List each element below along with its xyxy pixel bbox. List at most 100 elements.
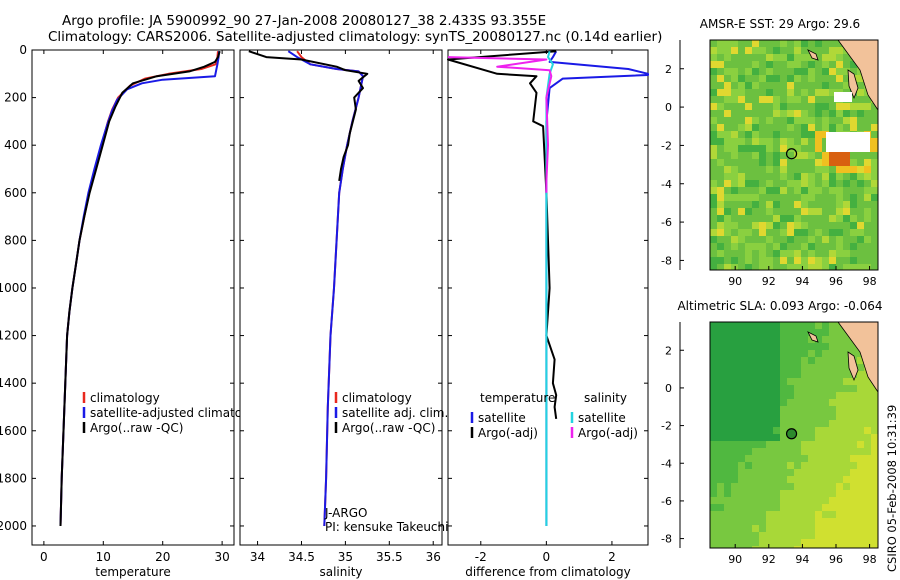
map-cell <box>787 222 794 229</box>
map-cell <box>717 434 724 441</box>
map-cell <box>808 82 815 89</box>
map-cell <box>843 490 850 497</box>
map-cell <box>822 462 829 469</box>
map-cell <box>871 490 878 497</box>
map-cell <box>794 322 801 329</box>
map-cell <box>871 257 878 264</box>
map-cell <box>843 532 850 539</box>
map-cell <box>829 462 836 469</box>
map-cell <box>787 82 794 89</box>
map-cell <box>801 350 808 357</box>
map-cell <box>759 89 766 96</box>
map-cell <box>864 532 871 539</box>
x-tick-label: 90 <box>728 275 742 288</box>
map-cell <box>808 159 815 166</box>
map-cell <box>738 124 745 131</box>
y-tick-label: 0 <box>665 101 672 114</box>
map-cell <box>857 236 864 243</box>
map-cell <box>724 166 731 173</box>
map-cell <box>787 40 794 47</box>
map-cell <box>794 448 801 455</box>
map-cell <box>717 194 724 201</box>
map-cell <box>766 350 773 357</box>
map-cell <box>822 54 829 61</box>
map-cell <box>773 504 780 511</box>
map-cell <box>724 539 731 546</box>
map-cell <box>815 329 822 336</box>
map-cell <box>794 131 801 138</box>
map-cell <box>808 455 815 462</box>
map-cell <box>801 173 808 180</box>
map-cell <box>843 539 850 546</box>
map-cell <box>773 138 780 145</box>
map-cell <box>766 434 773 441</box>
map-cell <box>724 89 731 96</box>
map-cell <box>815 322 822 329</box>
map-cell <box>808 103 815 110</box>
map-cell <box>717 180 724 187</box>
map-cell <box>780 96 787 103</box>
map-cell <box>717 441 724 448</box>
map-cell <box>780 250 787 257</box>
map-cell <box>766 490 773 497</box>
map-cell <box>752 208 759 215</box>
map-cell <box>731 257 738 264</box>
map-cell <box>717 131 724 138</box>
map-cell <box>759 54 766 61</box>
map-cell <box>780 187 787 194</box>
map-cell <box>759 413 766 420</box>
map-cell <box>773 229 780 236</box>
map-cell <box>815 399 822 406</box>
map-cell <box>717 166 724 173</box>
map-cell <box>766 525 773 532</box>
map-cell <box>850 483 857 490</box>
map-cell <box>752 392 759 399</box>
map-cell <box>787 264 794 270</box>
map-cell <box>836 47 843 54</box>
map-cell <box>850 518 857 525</box>
map-cell <box>829 434 836 441</box>
map-cell <box>801 483 808 490</box>
map-cell <box>822 208 829 215</box>
map-cell <box>857 483 864 490</box>
x-tick-label: 94 <box>795 553 809 566</box>
map-cell <box>745 257 752 264</box>
map-cell <box>850 236 857 243</box>
map-cell <box>759 357 766 364</box>
map-cell <box>871 194 878 201</box>
map-cell <box>738 103 745 110</box>
map-cell <box>808 525 815 532</box>
map-cell <box>843 511 850 518</box>
map-cell <box>724 469 731 476</box>
map-cell <box>794 392 801 399</box>
map-cell <box>808 40 815 47</box>
map-cell <box>822 476 829 483</box>
map-cell <box>731 336 738 343</box>
map-cell <box>780 124 787 131</box>
map-cell <box>843 103 850 110</box>
map-cell <box>752 229 759 236</box>
map-cell <box>815 40 822 47</box>
map-cell <box>759 329 766 336</box>
map-cell <box>745 96 752 103</box>
map-cell <box>780 511 787 518</box>
map-cell <box>829 187 836 194</box>
map-cell <box>738 518 745 525</box>
map-cell <box>745 469 752 476</box>
map-cell <box>787 406 794 413</box>
map-cell <box>829 469 836 476</box>
map-cell <box>822 504 829 511</box>
map-cell <box>752 243 759 250</box>
map-cell <box>836 110 843 117</box>
map-cell <box>780 497 787 504</box>
map-cell <box>836 68 843 75</box>
map-cell <box>766 413 773 420</box>
x-tick-label: 98 <box>863 275 877 288</box>
map-cell <box>717 455 724 462</box>
map-cell <box>738 504 745 511</box>
map-cell <box>717 96 724 103</box>
map-cell <box>864 420 871 427</box>
map-cell <box>745 322 752 329</box>
map-cell <box>822 222 829 229</box>
map-cell <box>871 497 878 504</box>
